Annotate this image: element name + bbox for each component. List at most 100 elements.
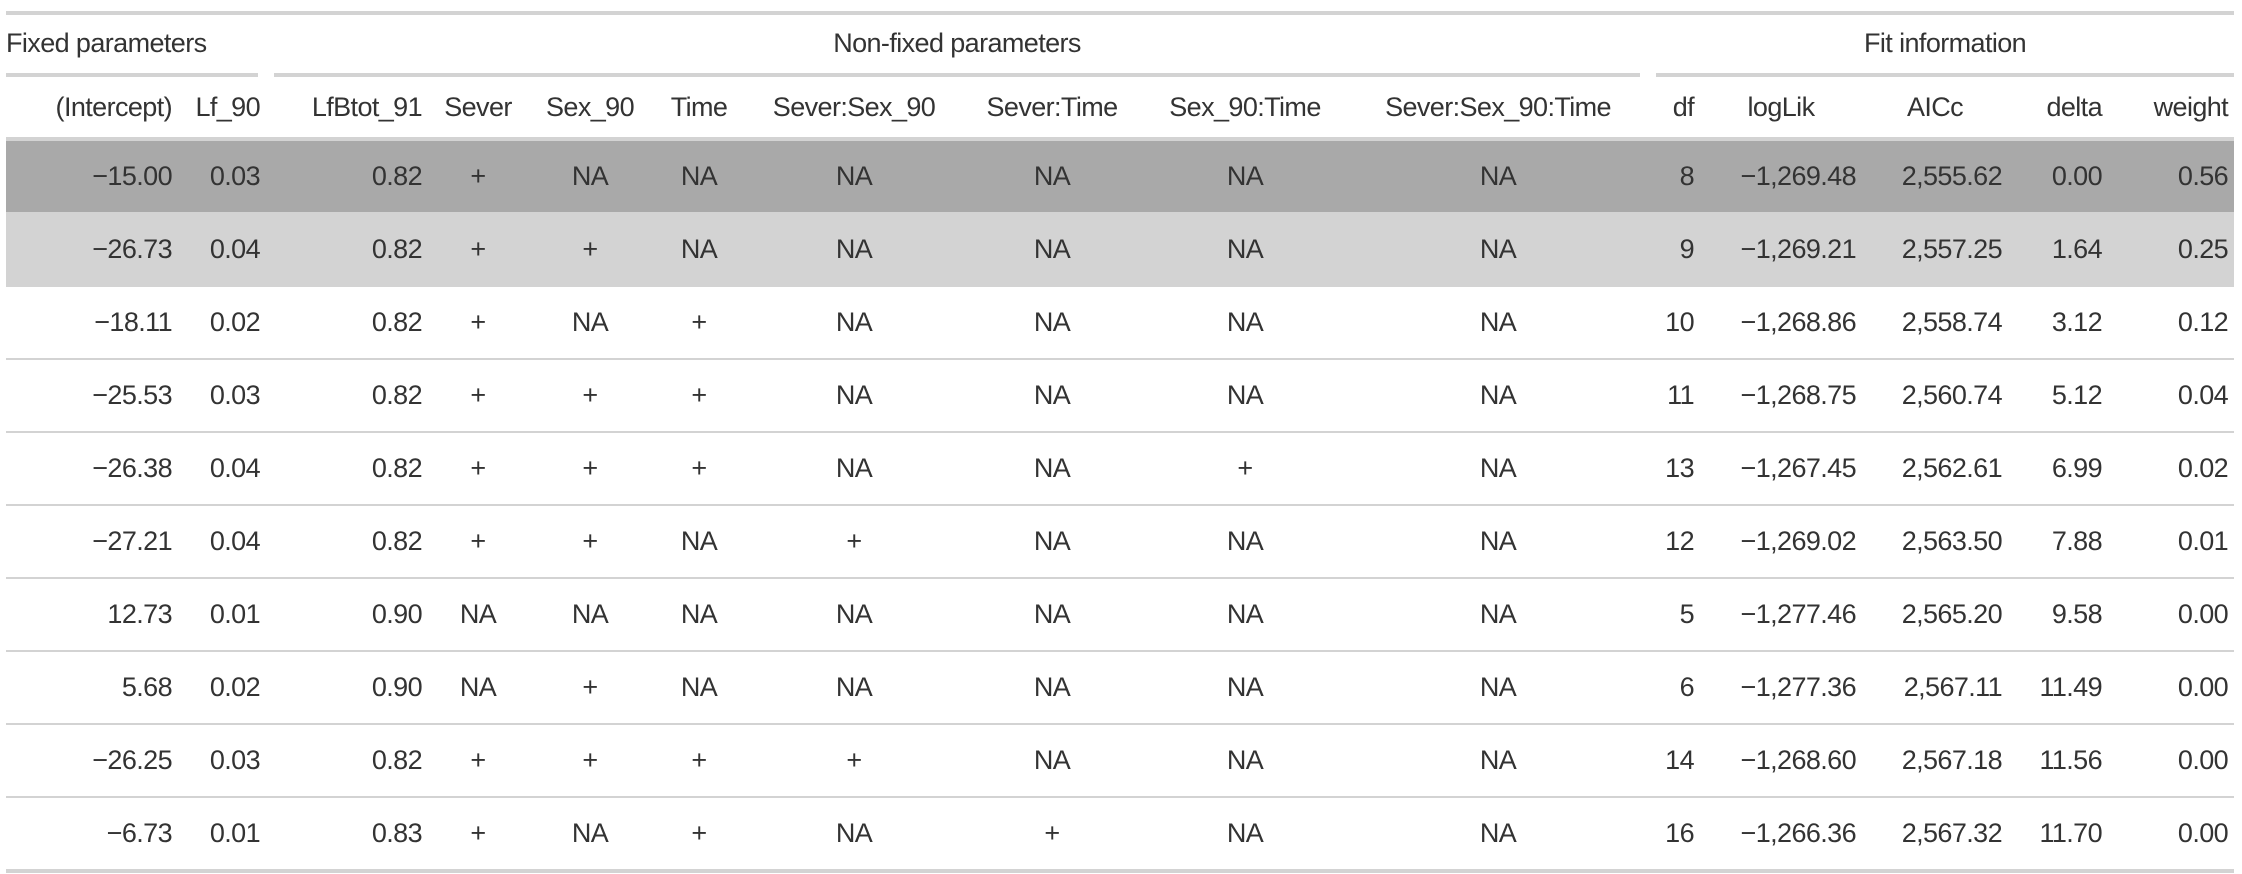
column-header: Sever:Time bbox=[962, 77, 1143, 141]
table-cell: −15.00 bbox=[92, 161, 172, 191]
table-cell: + bbox=[528, 212, 653, 286]
table-cell: 0.25 bbox=[2108, 212, 2235, 286]
table-cell: −1,269.21 bbox=[1700, 212, 1863, 286]
table-cell: NA bbox=[652, 504, 747, 578]
table-cell: NA bbox=[835, 161, 873, 191]
table-cell: NA bbox=[1348, 723, 1649, 797]
table-cell: −1,277.36 bbox=[1700, 650, 1863, 724]
table-cell: NA bbox=[962, 358, 1143, 432]
table-cell: + bbox=[652, 723, 747, 797]
table-cell: + bbox=[652, 358, 747, 432]
table-cell: 12.73 bbox=[6, 577, 178, 651]
column-header: Sever:Sex_90 bbox=[746, 77, 963, 141]
table-cell: NA bbox=[746, 577, 963, 651]
table-cell: 0.01 bbox=[178, 796, 267, 873]
table-cell: 0.02 bbox=[2108, 431, 2235, 505]
table-cell: NA bbox=[1033, 161, 1071, 191]
table-cell: 0.90 bbox=[266, 577, 429, 651]
table-cell: 0.04 bbox=[178, 431, 267, 505]
table-cell: 6.99 bbox=[2008, 431, 2109, 505]
table-cell: 10 bbox=[1648, 285, 1701, 359]
table-cell: NA bbox=[962, 650, 1143, 724]
table-cell: + bbox=[652, 285, 747, 359]
table-cell: NA bbox=[428, 650, 529, 724]
table-cell: NA bbox=[528, 285, 653, 359]
table-cell: NA bbox=[746, 285, 963, 359]
table-cell: 9 bbox=[1648, 212, 1701, 286]
table-cell: 16 bbox=[1648, 796, 1701, 873]
table-cell: + bbox=[528, 723, 653, 797]
table-row: −26.25 0.03 0.82 + + + + NA NA NA 14 −1,268.60 2,567… bbox=[6, 723, 2235, 797]
table-cell: + bbox=[746, 504, 963, 578]
table-cell: NA bbox=[1142, 285, 1349, 359]
table-cell: + bbox=[470, 161, 486, 191]
table-cell: 0.04 bbox=[2108, 358, 2235, 432]
spanner-fixed-label: Fixed parameters bbox=[6, 28, 259, 77]
column-header: Sever bbox=[428, 77, 529, 141]
table-cell: NA bbox=[962, 285, 1143, 359]
table-cell: NA bbox=[680, 161, 718, 191]
column-header: Sever:Sex_90:Time bbox=[1348, 77, 1649, 141]
table-cell: 2,567.32 bbox=[1862, 796, 2009, 873]
table-cell: 14 bbox=[1648, 723, 1701, 797]
table-cell: 2,563.50 bbox=[1862, 504, 2009, 578]
table-cell: + bbox=[528, 650, 653, 724]
table-cell: 0.02 bbox=[178, 650, 267, 724]
table-cell: NA bbox=[1142, 650, 1349, 724]
table-cell: NA bbox=[962, 431, 1143, 505]
table-cell: NA bbox=[1348, 285, 1649, 359]
table-cell: + bbox=[428, 285, 529, 359]
table-cell: NA bbox=[962, 212, 1143, 286]
table-cell: 2,567.11 bbox=[1862, 650, 2009, 724]
table-cell: −18.11 bbox=[6, 285, 178, 359]
table-cell: NA bbox=[1479, 161, 1517, 191]
table-cell: −1,269.48 bbox=[1740, 161, 1857, 191]
table-cell: 2,567.18 bbox=[1862, 723, 2009, 797]
table-cell: NA bbox=[652, 650, 747, 724]
table-cell: 0.83 bbox=[266, 796, 429, 873]
table-cell: −1,268.75 bbox=[1700, 358, 1863, 432]
table-cell: 5.12 bbox=[2008, 358, 2109, 432]
table-cell: 0.01 bbox=[178, 577, 267, 651]
table-cell: 0.90 bbox=[266, 650, 429, 724]
table-cell: 8 bbox=[1679, 161, 1695, 191]
model-selection-table: Fixed parameters Non-fixed parameters Fi… bbox=[6, 11, 2235, 873]
table-cell: 2,558.74 bbox=[1862, 285, 2009, 359]
table-cell: + bbox=[746, 723, 963, 797]
table-cell: + bbox=[428, 504, 529, 578]
table-row: 5.68 0.02 0.90 NA + NA NA NA NA NA 6 −1,277.36 2,567… bbox=[6, 650, 2235, 724]
table-row: −18.11 0.02 0.82 + NA + NA NA NA NA 10 −1,268.86 2,5… bbox=[6, 285, 2235, 359]
table-cell: −26.25 bbox=[6, 723, 178, 797]
table-cell: + bbox=[528, 431, 653, 505]
model-selection-table-container: Fixed parameters Non-fixed parameters Fi… bbox=[6, 11, 2235, 873]
table-cell: 0.82 bbox=[371, 161, 423, 191]
table-cell: NA bbox=[962, 577, 1143, 651]
table-cell: NA bbox=[1142, 577, 1349, 651]
table-cell: NA bbox=[746, 358, 963, 432]
table-cell: + bbox=[652, 431, 747, 505]
table-cell: NA bbox=[1142, 212, 1349, 286]
table-cell: NA bbox=[1142, 504, 1349, 578]
table-cell: 0.04 bbox=[178, 212, 267, 286]
table-cell: NA bbox=[1226, 161, 1264, 191]
table-cell: NA bbox=[1348, 577, 1649, 651]
column-header: LfBtot_91 bbox=[266, 77, 429, 141]
table-cell: 11.56 bbox=[2008, 723, 2109, 797]
table-cell: 0.56 bbox=[2177, 161, 2229, 191]
column-header: Sex_90:Time bbox=[1142, 77, 1349, 141]
table-cell: 11.70 bbox=[2008, 796, 2109, 873]
table-cell: −1,266.36 bbox=[1700, 796, 1863, 873]
table-cell: 0.82 bbox=[266, 431, 429, 505]
spanner-row: Fixed parameters Non-fixed parameters Fi… bbox=[6, 11, 2235, 77]
column-header: delta bbox=[2008, 77, 2109, 141]
table-cell: + bbox=[428, 212, 529, 286]
table-cell: 0.12 bbox=[2108, 285, 2235, 359]
spanner-fit: Fit information bbox=[1648, 11, 2235, 77]
table-cell: + bbox=[962, 796, 1143, 873]
table-cell: + bbox=[652, 796, 747, 873]
table-row: −25.53 0.03 0.82 + + + NA NA NA NA 11 −1,268.75 2,56… bbox=[6, 358, 2235, 432]
table-cell: + bbox=[528, 504, 653, 578]
table-cell: 12 bbox=[1648, 504, 1701, 578]
table-cell: NA bbox=[962, 504, 1143, 578]
table-cell: 2,557.25 bbox=[1862, 212, 2009, 286]
